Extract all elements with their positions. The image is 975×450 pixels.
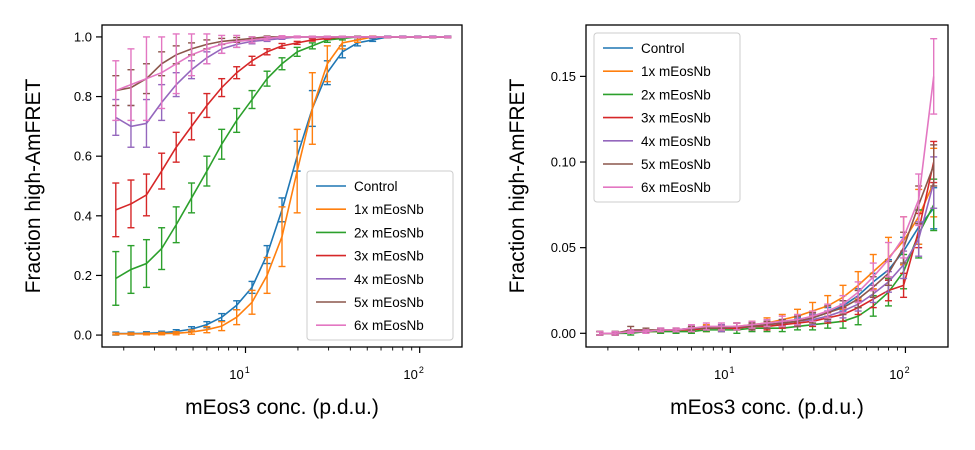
series-2x-meosnb: [596, 178, 938, 336]
legend-label: 3x mEosNb: [641, 111, 711, 126]
legend-label: 1x mEosNb: [354, 202, 424, 217]
y-tick-label: 0.0: [74, 328, 92, 343]
legend-box: [593, 32, 741, 203]
y-tick-label: 0.4: [74, 208, 92, 223]
legend-label: 3x mEosNb: [354, 249, 424, 264]
legend-label: 2x mEosNb: [354, 225, 424, 240]
series-6x-meosnb: [112, 33, 452, 122]
y-tick-label: 0.8: [74, 89, 92, 104]
legend: Control 1x mEosNb 2x mEosNb 3x mEosNb 4x mEo…: [306, 170, 454, 341]
y-tick-label: 0.00: [551, 326, 576, 341]
series-6x-meosnb: [596, 38, 938, 336]
x-axis-label: mEos3 conc. (p.d.u.): [185, 396, 379, 419]
legend-label: 6x mEosNb: [641, 180, 711, 195]
legend-label: 4x mEosNb: [641, 134, 711, 149]
y-tick-label: 0.10: [551, 155, 576, 170]
series-line: [599, 182, 935, 335]
y-axis-label: Fraction high-AmFRET: [506, 78, 529, 293]
legend-label: 2x mEosNb: [641, 87, 711, 102]
y-tick-label: 0.05: [551, 240, 576, 255]
legend: Control 1x mEosNb 2x mEosNb 3x mEosNb 4x mEo…: [593, 32, 741, 203]
y-axis-label: Fraction high-AmFRET: [22, 78, 45, 293]
plot-frame: [585, 24, 949, 348]
x-tick-label: 101: [229, 365, 249, 382]
x-tick-label: 102: [403, 365, 423, 382]
series-line: [115, 36, 448, 128]
y-tick-label: 1.0: [74, 29, 92, 44]
y-tick-label: 0.15: [551, 69, 576, 84]
series-4x-meosnb: [112, 35, 452, 148]
y-tick-label: 0.2: [74, 268, 92, 283]
y-tick-label: 0.6: [74, 149, 92, 164]
legend-box: [306, 170, 454, 341]
legend-label: 5x mEosNb: [354, 295, 424, 310]
legend-label: Control: [354, 179, 398, 194]
legend-label: 1x mEosNb: [641, 64, 711, 79]
series-line: [599, 204, 935, 335]
legend-label: Control: [641, 41, 685, 56]
x-tick-label: 102: [889, 365, 909, 382]
series-line: [599, 207, 935, 335]
x-axis-label: mEos3 conc. (p.d.u.): [670, 396, 864, 419]
series-line: [599, 182, 935, 335]
chart-panel-1: 0.0 0.2 0.4 0.6 0.8 1.0 101 102 mEos3 conc. (p.d…: [22, 24, 463, 419]
chart-panel-2: 0.00 0.05 0.10 0.15 101 102 mEos3 conc. (p.d.u…: [506, 24, 949, 419]
legend-label: 5x mEosNb: [641, 157, 711, 172]
legend-label: 4x mEosNb: [354, 272, 424, 287]
legend-label: 6x mEosNb: [354, 318, 424, 333]
x-tick-label: 101: [714, 365, 734, 382]
plot-frame: [101, 24, 463, 348]
